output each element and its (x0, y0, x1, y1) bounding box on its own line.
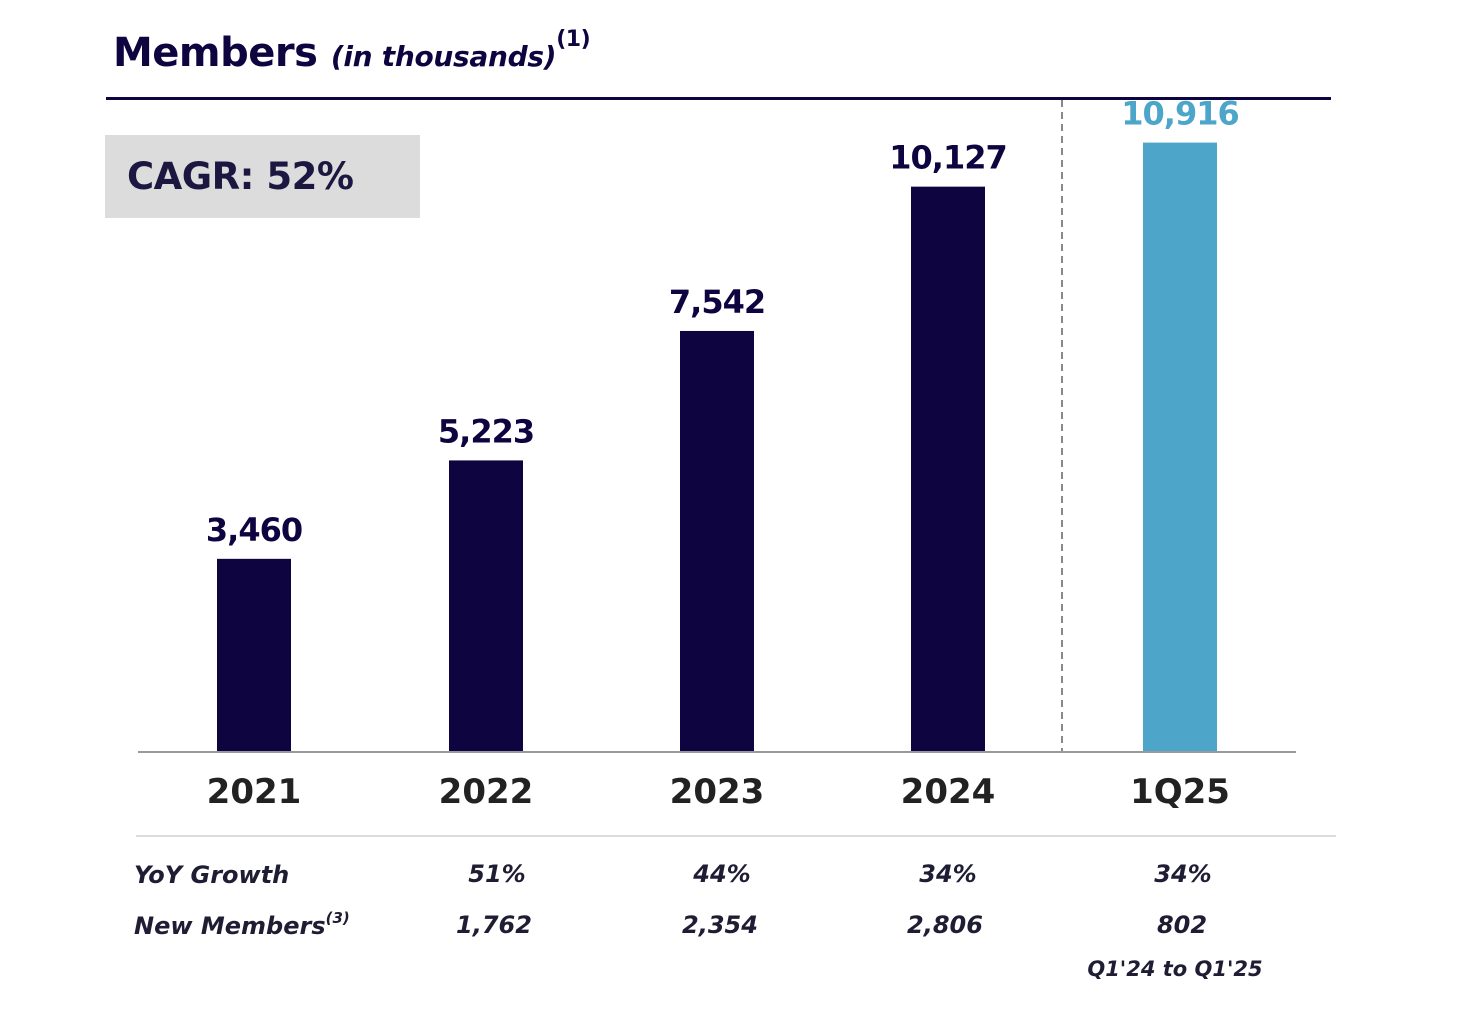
chart-title: Members (in thousands)(1) (113, 26, 591, 76)
yoy-growth-1q25: 34% (1154, 860, 1212, 888)
bar-2024 (911, 186, 985, 752)
title-footnote: (1) (556, 26, 591, 52)
new-members-2024: 2,806 (907, 911, 983, 939)
title-subtitle: (in thousands) (330, 40, 557, 73)
bar-2023 (680, 330, 754, 752)
bar-1q25 (1143, 142, 1217, 753)
bar-2022 (449, 460, 523, 752)
value-label-2022: 5,223 (438, 412, 534, 450)
yoy-growth-2023: 44% (693, 860, 751, 888)
value-label-2023: 7,542 (669, 283, 765, 321)
cagr-badge: CAGR: 52% (105, 135, 420, 218)
yoy-growth-2022: 51% (468, 860, 526, 888)
title-main: Members (113, 30, 318, 76)
cagr-label: CAGR: 52% (127, 155, 354, 198)
new-members-2022: 1,762 (456, 911, 532, 939)
x-tick-label-2023: 2023 (670, 772, 765, 812)
bar-2021 (217, 558, 291, 752)
title-divider (106, 97, 1331, 100)
x-tick-label-2021: 2021 (207, 772, 302, 812)
value-label-2021: 3,460 (206, 511, 302, 549)
new-members-2023: 2,354 (682, 911, 758, 939)
x-tick-label-2024: 2024 (901, 772, 996, 812)
x-tick-label-2022: 2022 (439, 772, 534, 812)
bar-chart: 3,460 2021 5,223 2022 7,542 2023 10,127 2024 10,… (138, 95, 1296, 812)
row-label-new-members: New Members(3) (134, 909, 350, 940)
new-members-1q25: 802 (1156, 911, 1208, 939)
yoy-growth-2024: 34% (919, 860, 977, 888)
table-divider (136, 835, 1336, 837)
new-members-footnote: (3) (325, 909, 350, 927)
period-note: Q1'24 to Q1'25 (1087, 957, 1263, 981)
value-label-2024: 10,127 (889, 139, 1006, 177)
x-tick-label-1q25: 1Q25 (1130, 772, 1230, 812)
value-label-1q25: 10,916 (1121, 95, 1238, 133)
row-label-yoy-growth: YoY Growth (134, 861, 290, 889)
